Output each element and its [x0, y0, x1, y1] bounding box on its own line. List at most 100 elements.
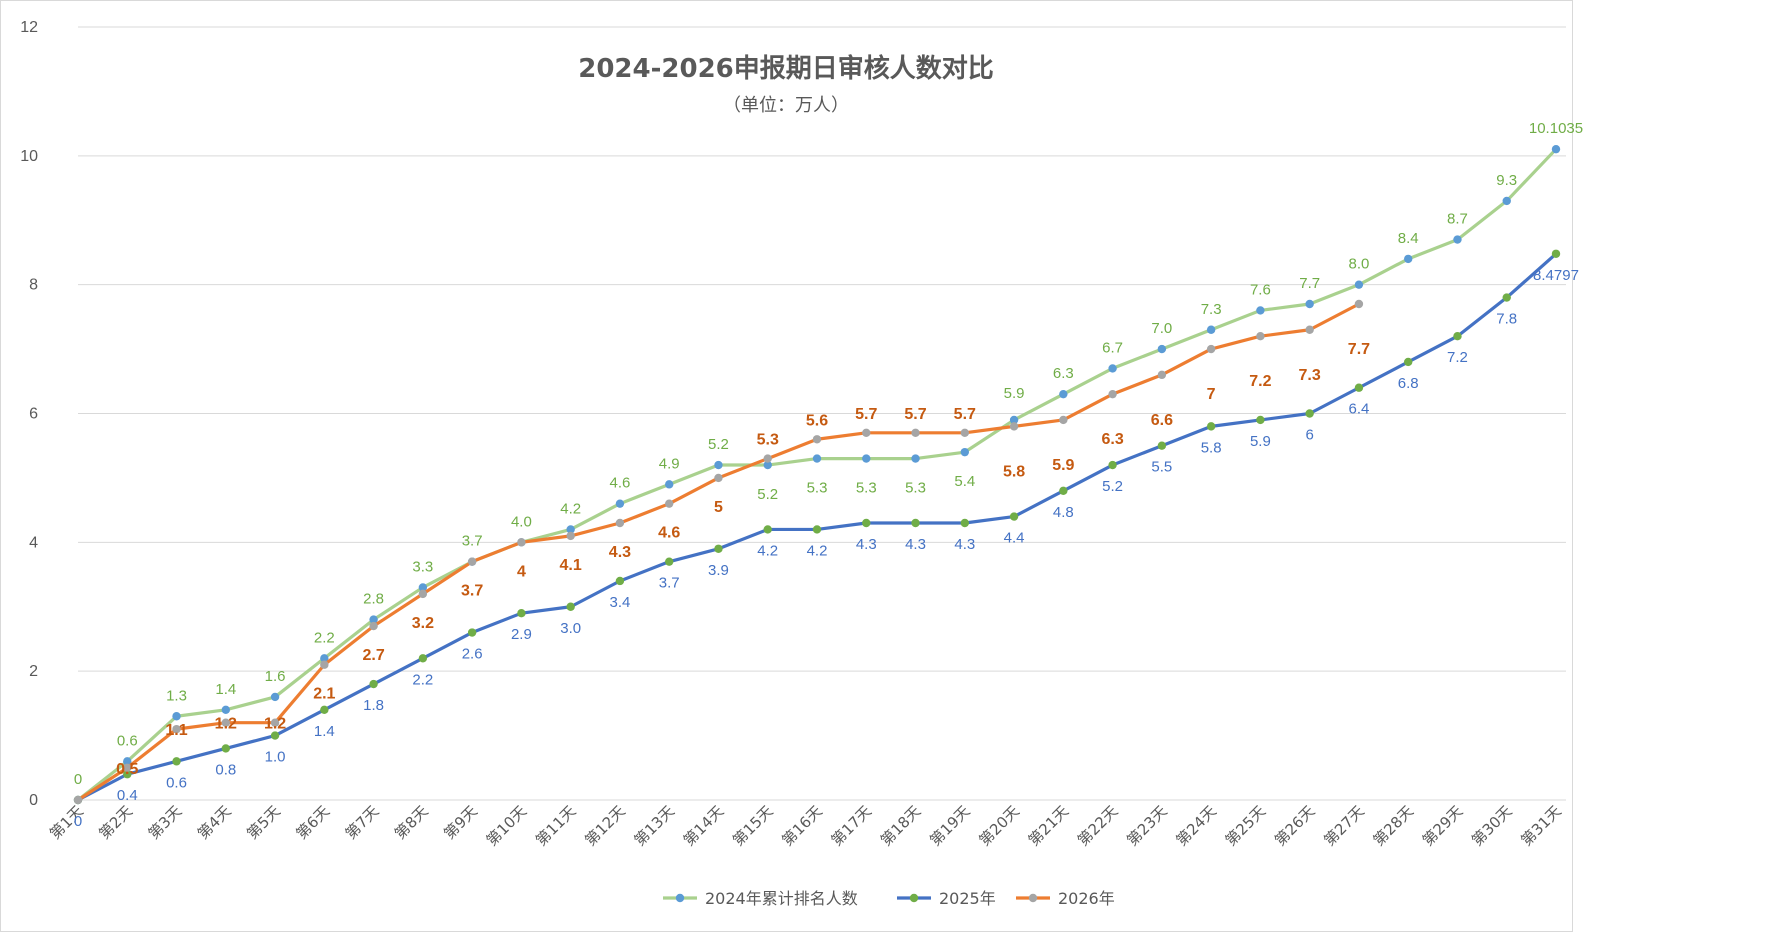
data-label: 6 [1305, 427, 1313, 444]
data-point [1157, 344, 1167, 354]
data-label: 7.2 [1249, 373, 1271, 390]
data-point [714, 473, 723, 483]
data-label: 7 [1207, 386, 1216, 403]
legend-label: 2026年 [1058, 889, 1115, 908]
data-point [1354, 383, 1364, 392]
data-label: 4.3 [954, 536, 975, 553]
legend-label: 2025年 [939, 889, 996, 908]
data-label: 0.6 [166, 774, 187, 791]
data-point [1108, 460, 1117, 470]
data-point [467, 628, 477, 637]
data-label: 4 [517, 563, 526, 580]
data-label: 1.2 [264, 716, 286, 733]
data-point [1453, 332, 1462, 341]
data-point [517, 538, 526, 547]
data-point [1502, 196, 1511, 206]
data-point [615, 576, 625, 586]
data-label: 5.2 [1102, 478, 1123, 495]
y-tick-label: 0 [29, 792, 38, 809]
data-label: 1.1 [165, 722, 187, 739]
data-point [270, 692, 280, 702]
data-point [418, 654, 428, 663]
data-point [1305, 325, 1314, 334]
data-label: 0 [74, 771, 82, 788]
data-label: 7.3 [1299, 367, 1321, 384]
data-point [812, 525, 822, 534]
data-label: 8.0 [1349, 256, 1370, 273]
data-label: 2.7 [362, 647, 384, 664]
data-label: 1.8 [363, 697, 384, 714]
legend-item-0: 2024年累计排名人数 [663, 889, 858, 908]
data-point [911, 518, 920, 528]
series-2 [73, 299, 1364, 805]
data-label: 1.3 [166, 687, 187, 704]
data-label: 1.2 [215, 716, 237, 733]
data-point [320, 705, 329, 715]
data-point [1256, 415, 1265, 425]
data-label: 5.9 [1052, 457, 1074, 474]
data-label: 5.3 [757, 432, 779, 449]
data-label: 4.6 [610, 475, 631, 492]
data-label: 1.0 [265, 749, 286, 766]
data-point [1157, 370, 1167, 380]
data-point [369, 679, 378, 689]
data-label: 4.2 [757, 542, 778, 559]
data-point [270, 718, 280, 727]
data-labels-layer: 0 0.6 1.3 1.4 1.6 2.2 2.8 3.3 3.7 4.0 4.2 4.6 4.9 5.2… [74, 120, 1583, 830]
data-label: 7.8 [1496, 311, 1517, 328]
data-point [1059, 415, 1068, 425]
data-label: 3.7 [659, 575, 680, 592]
data-label: 6.3 [1101, 431, 1123, 448]
data-label: 4.9 [659, 455, 680, 472]
data-point [1404, 357, 1413, 367]
legend: 2024年累计排名人数 2025年 2026年 [663, 889, 1115, 908]
data-point [123, 763, 132, 772]
data-point [320, 660, 329, 669]
data-label: 5.9 [1004, 385, 1025, 402]
data-label: 4.3 [905, 536, 926, 553]
data-label: 1.4 [314, 723, 335, 740]
chart-subtitle: （单位：万人） [723, 95, 849, 116]
data-point [1453, 235, 1462, 244]
data-point [1305, 299, 1314, 309]
data-point [714, 544, 723, 553]
data-label: 0 [74, 813, 82, 830]
data-label: 6.7 [1102, 339, 1123, 356]
data-point [1009, 422, 1019, 431]
data-label: 1.4 [215, 681, 236, 698]
legend-marker [909, 893, 919, 903]
data-label: 2.9 [511, 626, 532, 643]
data-point [467, 557, 477, 566]
data-label: 4.4 [1004, 530, 1025, 547]
data-point [1206, 344, 1216, 354]
data-label: 4.3 [856, 536, 877, 553]
y-tick-label: 2 [29, 663, 38, 680]
data-point [73, 795, 83, 805]
data-label: 6.3 [1053, 365, 1074, 382]
data-label: 4.2 [560, 500, 581, 517]
data-point [172, 757, 181, 766]
data-label: 0.8 [215, 761, 236, 778]
data-label: 5.5 [1151, 459, 1172, 476]
chart-title: 2024-2026申报期日审核人数对比 [578, 53, 994, 84]
data-point [1157, 441, 1167, 450]
data-point [1059, 486, 1068, 495]
data-label: 2.6 [462, 646, 483, 663]
data-point [763, 525, 772, 534]
legend-item-1: 2025年 [897, 889, 996, 908]
data-label: 4.8 [1053, 504, 1074, 521]
y-tick-label: 10 [20, 148, 38, 165]
data-label: 5.2 [757, 486, 778, 503]
data-label: 7.7 [1348, 341, 1370, 358]
data-label: 5.8 [1201, 439, 1222, 456]
series-layer [73, 144, 1561, 805]
gridlines [78, 26, 1566, 801]
data-label: 4.0 [511, 513, 532, 530]
y-tick-label: 8 [29, 277, 38, 294]
data-point [862, 518, 871, 528]
data-label: 4.2 [807, 542, 828, 559]
data-label: 6.8 [1398, 375, 1419, 392]
data-point [615, 518, 625, 528]
legend-label: 2024年累计排名人数 [705, 889, 858, 908]
data-label: 5.3 [856, 480, 877, 497]
